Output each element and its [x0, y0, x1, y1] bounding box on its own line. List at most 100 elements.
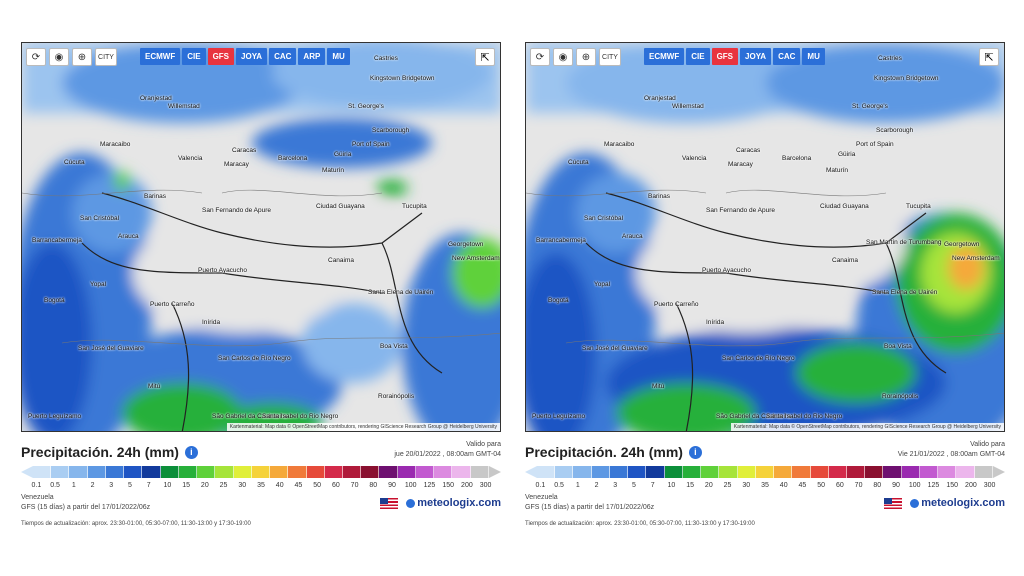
info-icon[interactable]: i [688, 445, 702, 459]
scale-cells [33, 466, 489, 480]
refresh-icon[interactable]: ⟳ [530, 48, 550, 66]
scale-cell [270, 466, 289, 478]
zoom-icon[interactable]: ⊕ [576, 48, 596, 66]
model-button-arp[interactable]: ARP [298, 48, 326, 65]
info-icon[interactable]: i [184, 445, 198, 459]
city-label: Yopal [90, 281, 107, 288]
brand-text: meteologix.com [417, 497, 501, 509]
city-label: Barinas [144, 193, 167, 200]
forecast-panel-day2: ⟳ ◉ ⊕ CITY ECMWF CIE GFS JOYA CAC MU ⇱ C… [525, 42, 1005, 542]
model-button-cac[interactable]: CAC [773, 48, 801, 65]
city-label: Rorainópolis [378, 393, 415, 400]
model-button-gfs[interactable]: GFS [207, 48, 235, 65]
scale-tick-label: 125 [423, 482, 436, 489]
model-button-cac[interactable]: CAC [269, 48, 297, 65]
scale-cell [664, 466, 683, 478]
refresh-icon[interactable]: ⟳ [26, 48, 46, 66]
scale-tick-label: 150 [946, 482, 959, 489]
city-label: Güiria [838, 151, 856, 158]
scale-tick-label: 10 [163, 482, 172, 489]
city-label: Barinas [648, 193, 671, 200]
model-button-gfs[interactable]: GFS [711, 48, 739, 65]
model-button-joya[interactable]: JOYA [236, 48, 268, 65]
scale-cell [701, 466, 720, 478]
us-flag-icon[interactable] [380, 497, 399, 509]
model-button-mu[interactable]: MU [802, 48, 825, 65]
city-label: Boa Vista [380, 343, 408, 350]
scale-cell [197, 466, 216, 478]
meteologix-logo[interactable]: meteologix.com [406, 497, 501, 509]
scale-tick-label: 2 [594, 482, 599, 489]
model-button-ecmwf[interactable]: ECMWF [644, 48, 685, 65]
city-label: St. George's [348, 103, 384, 110]
scale-tick-label: 200 [965, 482, 977, 489]
scale-cell [628, 466, 647, 478]
scale-cell [974, 466, 993, 478]
city-label: San José del Guaviare [78, 345, 144, 352]
scale-tick-label: 25 [219, 482, 228, 489]
city-label: New Amsterdam [452, 255, 500, 262]
city-label: Willemstad [672, 103, 704, 110]
city-label: Santa Isabel do Rio Negro [766, 413, 843, 420]
scale-cell [537, 466, 556, 478]
scale-tick-label: 2 [90, 482, 95, 489]
scale-cell [379, 466, 398, 478]
scale-tick-label: 5 [632, 482, 636, 489]
scale-tick-label: 40 [275, 482, 284, 489]
city-label: Canaima [328, 257, 355, 264]
precipitation-map[interactable]: ⟳ ◉ ⊕ CITY ECMWF CIE GFS JOYA CAC ARP MU… [21, 42, 501, 432]
pin-icon[interactable]: ◉ [49, 48, 69, 66]
scale-cell [142, 466, 161, 478]
model-button-joya[interactable]: JOYA [740, 48, 772, 65]
city-label: Cúcuta [568, 159, 589, 166]
scale-tick-label: 15 [686, 482, 694, 489]
city-label: Ciudad Guayana [316, 203, 365, 210]
scale-cell [719, 466, 738, 478]
zoom-icon[interactable]: ⊕ [72, 48, 92, 66]
city-label: Mitú [148, 383, 161, 390]
share-icon[interactable]: ⇱ [475, 48, 495, 66]
scale-tick-label: 7 [146, 482, 151, 489]
legend-area: Precipitación. 24h (mm) i Valido para ju… [21, 440, 501, 527]
model-button-ecmwf[interactable]: ECMWF [140, 48, 181, 65]
scale-tick-label: 40 [779, 482, 788, 489]
brand-area: meteologix.com [884, 493, 1005, 513]
model-button-cie[interactable]: CIE [686, 48, 710, 65]
update-times: Tiempos de actualización: aprox. 23:30-0… [525, 521, 755, 527]
city-label: Bridgetown [402, 75, 435, 82]
city-label: Arauca [118, 233, 139, 240]
city-icon[interactable]: CITY [95, 48, 117, 66]
city-label: Castries [374, 55, 398, 62]
update-times: Tiempos de actualización: aprox. 23:30-0… [21, 521, 251, 527]
model-button-mu[interactable]: MU [327, 48, 350, 65]
city-label: Puerto Leguízamo [28, 413, 82, 420]
city-label: Barrancabermeja [536, 237, 586, 244]
city-label: Port of Spain [856, 141, 894, 148]
scale-cell [306, 466, 325, 478]
scale-tick-label: 0.5 [554, 482, 564, 489]
precipitation-map[interactable]: ⟳ ◉ ⊕ CITY ECMWF CIE GFS JOYA CAC MU ⇱ C… [525, 42, 1005, 432]
city-icon[interactable]: CITY [599, 48, 621, 66]
scale-tick-label: 60 [331, 482, 340, 489]
city-label: Puerto Leguízamo [532, 413, 586, 420]
meteologix-logo[interactable]: meteologix.com [910, 497, 1005, 509]
scale-cell [573, 466, 592, 478]
city-label: Maracaibo [604, 141, 635, 148]
scale-tick-label: 35 [257, 482, 265, 489]
map-attribution: Kartenmaterial: Map data © OpenStreetMap… [730, 423, 1004, 431]
share-icon[interactable]: ⇱ [979, 48, 999, 66]
us-flag-icon[interactable] [884, 497, 903, 509]
scale-cell [774, 466, 793, 478]
model-button-cie[interactable]: CIE [182, 48, 206, 65]
pin-icon[interactable]: ◉ [553, 48, 573, 66]
city-label: Barcelona [782, 155, 812, 162]
city-label: Tucupita [402, 203, 427, 210]
title-text: Precipitación. 24h (mm) [525, 444, 683, 460]
scale-tick-label: 30 [238, 482, 247, 489]
scale-cell [160, 466, 179, 478]
forecast-panel-day1: ⟳ ◉ ⊕ CITY ECMWF CIE GFS JOYA CAC ARP MU… [21, 42, 501, 542]
scale-cell [792, 466, 811, 478]
scale-cell [251, 466, 271, 478]
city-label: Bridgetown [906, 75, 939, 82]
scale-tick-label: 100 [908, 482, 921, 489]
